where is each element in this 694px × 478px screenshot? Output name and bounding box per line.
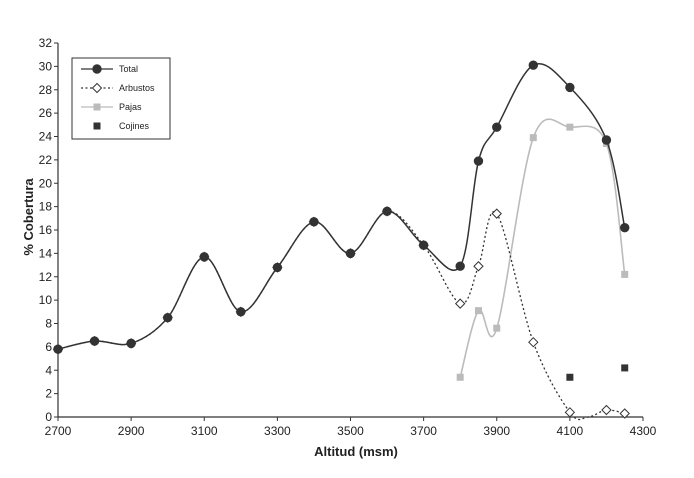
y-tick-label: 28 (39, 83, 53, 97)
data-point-pajas (474, 307, 482, 315)
data-point-total (620, 222, 630, 233)
x-tick-label: 3900 (483, 424, 510, 438)
y-tick-label: 20 (39, 176, 53, 190)
data-point-arbustos (528, 336, 539, 348)
x-tick-label: 3700 (410, 424, 437, 438)
data-point-pajas (456, 373, 464, 381)
y-tick-label: 10 (39, 293, 53, 307)
legend-label-cojines: Cojines (119, 121, 150, 131)
x-axis-label: Altitud (msm) (314, 444, 398, 459)
x-tick-label: 2900 (118, 424, 145, 438)
data-point-total (345, 248, 356, 259)
legend-item-arbustos: Arbustos (81, 82, 155, 94)
legend-marker-cojines (93, 122, 101, 130)
data-point-arbustos (601, 404, 612, 416)
data-point-pajas (529, 134, 537, 142)
data-point-total (565, 82, 575, 93)
x-tick-label: 4300 (630, 424, 657, 438)
x-tick-label: 2700 (45, 424, 72, 438)
data-point-arbustos (564, 407, 576, 418)
legend-label-pajas: Pajas (119, 102, 142, 112)
data-point-total (162, 312, 173, 323)
y-tick-label: 22 (39, 153, 53, 167)
data-point-pajas (493, 324, 501, 332)
legend: Total Arbustos Pajas Cojines (71, 57, 171, 140)
data-point-total (528, 60, 539, 70)
data-point-total (199, 252, 209, 262)
data-point-total (309, 217, 319, 227)
legend-marker-pajas (93, 103, 101, 111)
data-point-total (455, 261, 465, 271)
series-layer (52, 60, 630, 421)
legend-marker-total (92, 64, 102, 74)
data-point-total (89, 336, 100, 346)
x-tick-label: 3100 (191, 424, 218, 438)
y-tick-label: 14 (39, 246, 53, 260)
data-point-total (236, 307, 246, 317)
data-point-total (126, 338, 136, 349)
y-tick-label: 12 (39, 270, 53, 284)
series-arbustos (52, 206, 630, 421)
legend-item-pajas: Pajas (81, 102, 142, 112)
y-tick-label: 4 (45, 363, 52, 377)
y-tick-label: 18 (39, 200, 53, 214)
series-pajas (456, 118, 629, 381)
data-point-pajas (566, 123, 574, 131)
legend-marker-arbustos (91, 82, 103, 94)
y-tick-label: 32 (39, 36, 53, 50)
x-tick-label: 3500 (337, 424, 364, 438)
y-tick-label: 0 (45, 410, 52, 424)
data-point-total (53, 344, 63, 354)
y-tick-label: 16 (39, 223, 53, 237)
y-tick-label: 6 (45, 340, 52, 354)
data-point-arbustos (473, 261, 484, 272)
data-point-cojines (566, 373, 574, 381)
data-point-total (382, 206, 392, 217)
y-tick-label: 24 (39, 130, 53, 144)
x-tick-label: 3300 (264, 424, 291, 438)
y-tick-label: 8 (45, 317, 52, 331)
series-cojines (566, 364, 629, 381)
legend-item-total: Total (81, 64, 138, 74)
series-line-arbustos (57, 210, 625, 421)
data-point-arbustos (454, 298, 466, 309)
series-total (53, 60, 630, 354)
data-point-arbustos (619, 408, 630, 419)
data-point-total (473, 156, 484, 166)
data-point-total (272, 262, 283, 273)
series-line-pajas (459, 118, 626, 378)
y-tick-label: 30 (39, 59, 53, 73)
data-point-cojines (621, 364, 629, 372)
data-point-total (418, 240, 429, 250)
data-point-total (601, 135, 612, 145)
legend-label-arbustos: Arbustos (119, 83, 155, 93)
legend-label-total: Total (119, 64, 138, 74)
y-tick-label: 2 (45, 387, 52, 401)
x-tick-label: 4100 (557, 424, 584, 438)
legend-item-cojines: Cojines (93, 121, 150, 131)
data-point-arbustos (491, 208, 502, 219)
y-tick-label: 26 (39, 106, 53, 120)
data-point-total (492, 122, 502, 132)
legend-box (71, 57, 171, 140)
y-axis-label: % Cobertura (21, 178, 36, 256)
data-point-pajas (621, 270, 629, 278)
